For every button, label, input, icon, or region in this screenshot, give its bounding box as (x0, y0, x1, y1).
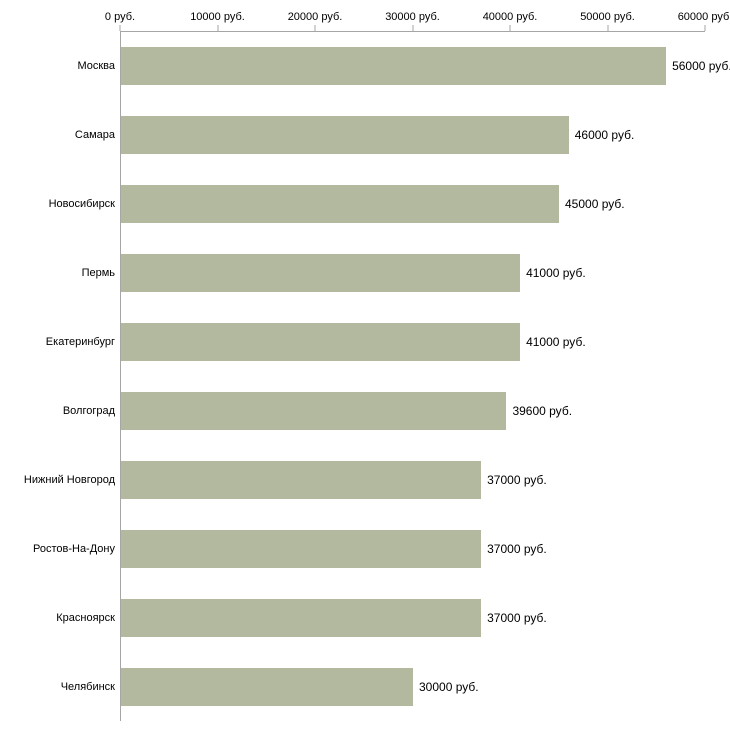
category-label: Челябинск (60, 680, 115, 693)
value-label: 37000 руб. (487, 472, 547, 487)
x-axis: 0 руб. 10000 руб. 20000 руб. 30000 руб. 4000… (105, 0, 730, 31)
x-axis-tick-mark (217, 25, 218, 31)
bar (121, 529, 482, 568)
bar-row: Пермь 41000 руб. (82, 239, 705, 308)
category-label: Красноярск (56, 611, 115, 624)
bar-row: Москва 56000 руб. (77, 32, 730, 101)
x-axis-tick-label: 40000 руб. (482, 11, 538, 23)
value-label: 56000 руб. (672, 59, 730, 74)
bar-row: Волгоград 39600 руб. (63, 377, 705, 446)
bar (121, 598, 482, 637)
x-axis-tick-label: 30000 руб. (385, 11, 440, 23)
x-axis-tick-mark (412, 25, 413, 31)
category-label: Пермь (81, 267, 115, 280)
x-axis-tick-mark (704, 25, 706, 31)
value-label: 41000 руб. (526, 335, 586, 350)
value-label: 39600 руб. (512, 403, 573, 418)
category-label: Волгоград (62, 404, 115, 417)
value-label: 30000 руб. (419, 679, 479, 694)
bar (121, 116, 569, 155)
bar-row: Красноярск 37000 руб. (56, 583, 705, 652)
category-label: Самара (74, 129, 115, 142)
x-axis-tick-label: 20000 руб. (287, 11, 343, 23)
category-label: Нижний Новгород (23, 473, 115, 486)
x-axis-tick-mark (314, 25, 316, 31)
bar (121, 254, 521, 293)
x-axis-tick-label: 50000 руб. (580, 11, 635, 23)
x-axis-tick-label: 0 руб. (104, 11, 136, 23)
bar-row: Новосибирск 45000 руб. (49, 170, 705, 239)
value-label: 37000 руб. (487, 610, 547, 625)
bar-row: Ростов-На-Дону 37000 руб. (33, 514, 705, 583)
bar-row: Екатеринбург 41000 руб. (46, 308, 705, 377)
x-axis-tick-mark (119, 25, 121, 31)
value-label: 41000 руб. (526, 266, 586, 281)
x-axis-tick-label: 10000 руб. (190, 11, 245, 23)
x-axis-tick-label: 60000 руб. (677, 11, 730, 23)
value-label: 37000 руб. (487, 541, 547, 556)
bar-row: Самара 46000 руб. (75, 101, 705, 170)
category-label: Москва (77, 60, 115, 73)
value-label: 45000 руб. (565, 197, 625, 212)
bar-row: Нижний Новгород 37000 руб. (24, 445, 705, 514)
x-axis-tick-mark (509, 25, 511, 31)
value-label: 46000 руб. (574, 128, 635, 143)
bar-row: Челябинск 30000 руб. (61, 652, 705, 721)
bar (121, 460, 482, 499)
category-label: Ростов-На-Дону (32, 542, 115, 555)
category-label: Новосибирск (48, 198, 115, 211)
x-axis-tick-mark (607, 25, 608, 31)
bar (121, 185, 559, 224)
plot-area: Москва 56000 руб. Самара 46000 руб. Новосиби… (24, 31, 730, 721)
bar (121, 47, 667, 86)
category-label: Екатеринбург (45, 336, 115, 349)
bar (121, 391, 507, 430)
bar (121, 323, 521, 362)
bar (121, 667, 413, 706)
